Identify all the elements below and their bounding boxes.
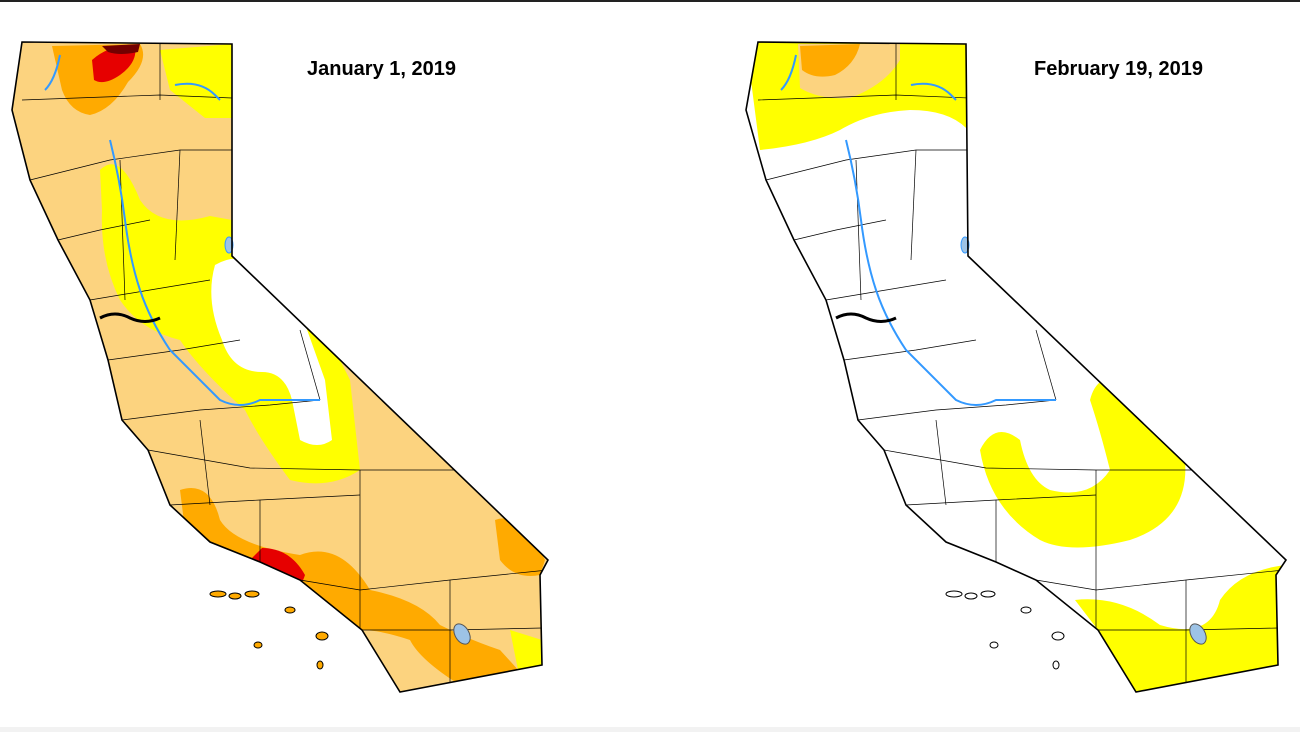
salton-sea xyxy=(1189,623,1207,645)
map-date-label: January 1, 2019 xyxy=(307,58,456,80)
no-drought-area xyxy=(746,42,1286,692)
san-francisco-bay xyxy=(835,312,897,323)
salton-sea xyxy=(453,623,471,645)
lake-tahoe xyxy=(224,236,234,254)
abnormally-dry-area xyxy=(980,378,1186,548)
abnormally-dry-area xyxy=(510,630,542,670)
california-outline xyxy=(11,41,549,693)
county-lines xyxy=(757,44,1285,690)
lake-tahoe xyxy=(960,236,970,254)
california-drought-map-jan xyxy=(11,41,549,693)
drought-map-february: February 19, 2019 xyxy=(650,0,1300,727)
abnormally-dry-area xyxy=(160,44,232,118)
map-date-label: February 19, 2019 xyxy=(1034,58,1203,80)
severe-drought-area xyxy=(180,488,520,685)
severe-drought-area xyxy=(800,44,860,77)
san-francisco-bay xyxy=(99,312,161,323)
bottom-divider xyxy=(0,727,1300,732)
severe-drought-area xyxy=(495,518,545,576)
california-outline xyxy=(745,41,1288,693)
rivers xyxy=(44,54,320,406)
abnormally-dry-area xyxy=(1075,565,1286,692)
rivers xyxy=(780,54,1056,406)
california-drought-map-feb xyxy=(745,41,1288,693)
channel-islands xyxy=(945,590,1065,670)
exceptional-drought-area xyxy=(102,44,140,54)
no-drought-area xyxy=(211,258,332,445)
extreme-drought-area xyxy=(92,45,136,83)
top-divider xyxy=(0,0,1300,2)
county-lines xyxy=(21,44,548,690)
channel-islands xyxy=(209,590,329,670)
drought-map-january: January 1, 2019 xyxy=(0,0,650,727)
